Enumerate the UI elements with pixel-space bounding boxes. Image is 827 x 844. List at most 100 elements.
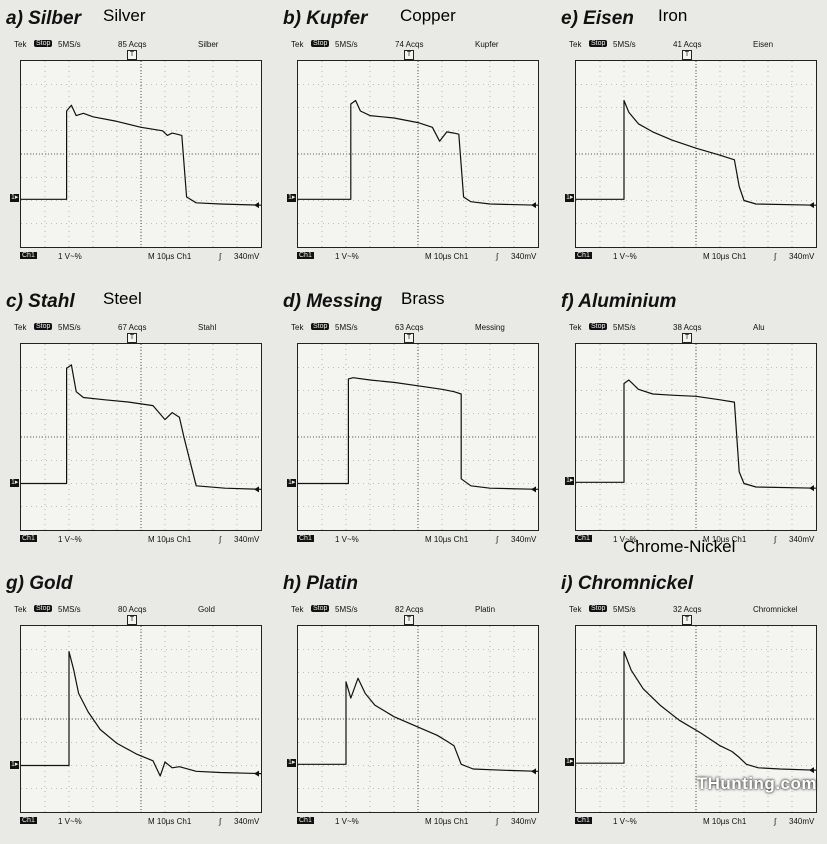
volts-per-div: 1 V~%	[58, 252, 82, 261]
timebase: M 10µs Ch1	[148, 817, 191, 826]
sample-rate: 5MS/s	[335, 605, 358, 614]
scope-screen	[297, 625, 539, 813]
trigger-level-arrow	[531, 486, 536, 492]
trigger-level-arrow	[531, 202, 536, 208]
tek-label: Tek	[569, 323, 581, 332]
channel-ground-marker: 1▸	[565, 194, 574, 202]
trigger-level-arrow	[531, 768, 536, 774]
acqs-count: 41 Acqs	[673, 40, 701, 49]
trigger-level-arrow	[254, 202, 259, 208]
stop-badge: Stop	[34, 605, 52, 612]
english-label: Silver	[103, 6, 146, 26]
tek-label: Tek	[569, 40, 581, 49]
trigger-slope: ∫	[496, 535, 498, 544]
scope-plot	[21, 344, 261, 530]
channel-label: Gold	[198, 605, 215, 614]
trigger-slope: ∫	[219, 535, 221, 544]
channel-label: Stahl	[198, 323, 216, 332]
trigger-slope: ∫	[774, 252, 776, 261]
trigger-position-marker: T	[682, 615, 692, 625]
volts-per-div: 1 V~%	[335, 535, 359, 544]
tek-label: Tek	[291, 605, 303, 614]
scope-plot	[576, 344, 816, 530]
trigger-level-arrow	[254, 771, 259, 777]
channel-badge: Ch1	[297, 817, 314, 824]
timebase: M 10µs Ch1	[703, 252, 746, 261]
channel-ground-marker: 1▸	[287, 759, 296, 767]
scope-screen	[575, 60, 817, 248]
trigger-level-arrow	[254, 486, 259, 492]
channel-label: Eisen	[753, 40, 773, 49]
stop-badge: Stop	[34, 40, 52, 47]
scope-screen	[297, 60, 539, 248]
channel-badge: Ch1	[575, 817, 592, 824]
trigger-level-arrow	[809, 485, 814, 491]
channel-label: Alu	[753, 323, 765, 332]
trigger-level: 340mV	[234, 817, 259, 826]
channel-label: Silber	[198, 40, 218, 49]
scope-screen	[297, 343, 539, 531]
channel-label: Chromnickel	[753, 605, 797, 614]
acqs-count: 63 Acqs	[395, 323, 423, 332]
tek-label: Tek	[291, 40, 303, 49]
trigger-position-marker: T	[404, 333, 414, 343]
volts-per-div: 1 V~%	[335, 817, 359, 826]
english-label: Steel	[103, 289, 142, 309]
scope-plot	[576, 61, 816, 247]
trigger-level: 340mV	[789, 252, 814, 261]
scope-screen	[20, 625, 262, 813]
channel-badge: Ch1	[20, 817, 37, 824]
sample-rate: 5MS/s	[58, 323, 81, 332]
tek-label: Tek	[569, 605, 581, 614]
timebase: M 10µs Ch1	[425, 817, 468, 826]
trigger-level: 340mV	[789, 535, 814, 544]
trigger-position-marker: T	[127, 50, 137, 60]
scope-plot	[21, 61, 261, 247]
acqs-count: 67 Acqs	[118, 323, 146, 332]
trigger-level: 340mV	[511, 817, 536, 826]
timebase: M 10µs Ch1	[703, 817, 746, 826]
sample-rate: 5MS/s	[613, 40, 636, 49]
channel-ground-marker: 1▸	[10, 479, 19, 487]
trigger-position-marker: T	[127, 615, 137, 625]
channel-ground-marker: 1▸	[287, 479, 296, 487]
channel-label: Messing	[475, 323, 505, 332]
trigger-level: 340mV	[789, 817, 814, 826]
panel-title: c) Stahl	[6, 291, 75, 313]
sample-rate: 5MS/s	[613, 605, 636, 614]
watermark: THunting.com	[697, 774, 817, 794]
stop-badge: Stop	[311, 605, 329, 612]
trigger-position-marker: T	[682, 50, 692, 60]
volts-per-div: 1 V~%	[335, 252, 359, 261]
channel-badge: Ch1	[297, 535, 314, 542]
trigger-position-marker: T	[682, 333, 692, 343]
volts-per-div: 1 V~%	[613, 252, 637, 261]
tek-label: Tek	[14, 323, 26, 332]
scope-plot	[21, 626, 261, 812]
sample-rate: 5MS/s	[335, 323, 358, 332]
trigger-level: 340mV	[511, 252, 536, 261]
trigger-position-marker: T	[404, 615, 414, 625]
scope-screen	[20, 343, 262, 531]
panel-title: a) Silber	[6, 8, 81, 30]
page: { "watermark": "THunting.com", "chart_da…	[0, 0, 827, 800]
trigger-position-marker: T	[127, 333, 137, 343]
stop-badge: Stop	[589, 40, 607, 47]
stop-badge: Stop	[589, 605, 607, 612]
volts-per-div: 1 V~%	[613, 817, 637, 826]
panel-title: h) Platin	[283, 573, 358, 595]
scope-plot	[298, 626, 538, 812]
channel-ground-marker: 1▸	[10, 194, 19, 202]
channel-ground-marker: 1▸	[565, 477, 574, 485]
channel-ground-marker: 1▸	[565, 758, 574, 766]
channel-ground-marker: 1▸	[287, 194, 296, 202]
trigger-level: 340mV	[511, 535, 536, 544]
channel-badge: Ch1	[575, 252, 592, 259]
panel-title: g) Gold	[6, 573, 72, 595]
